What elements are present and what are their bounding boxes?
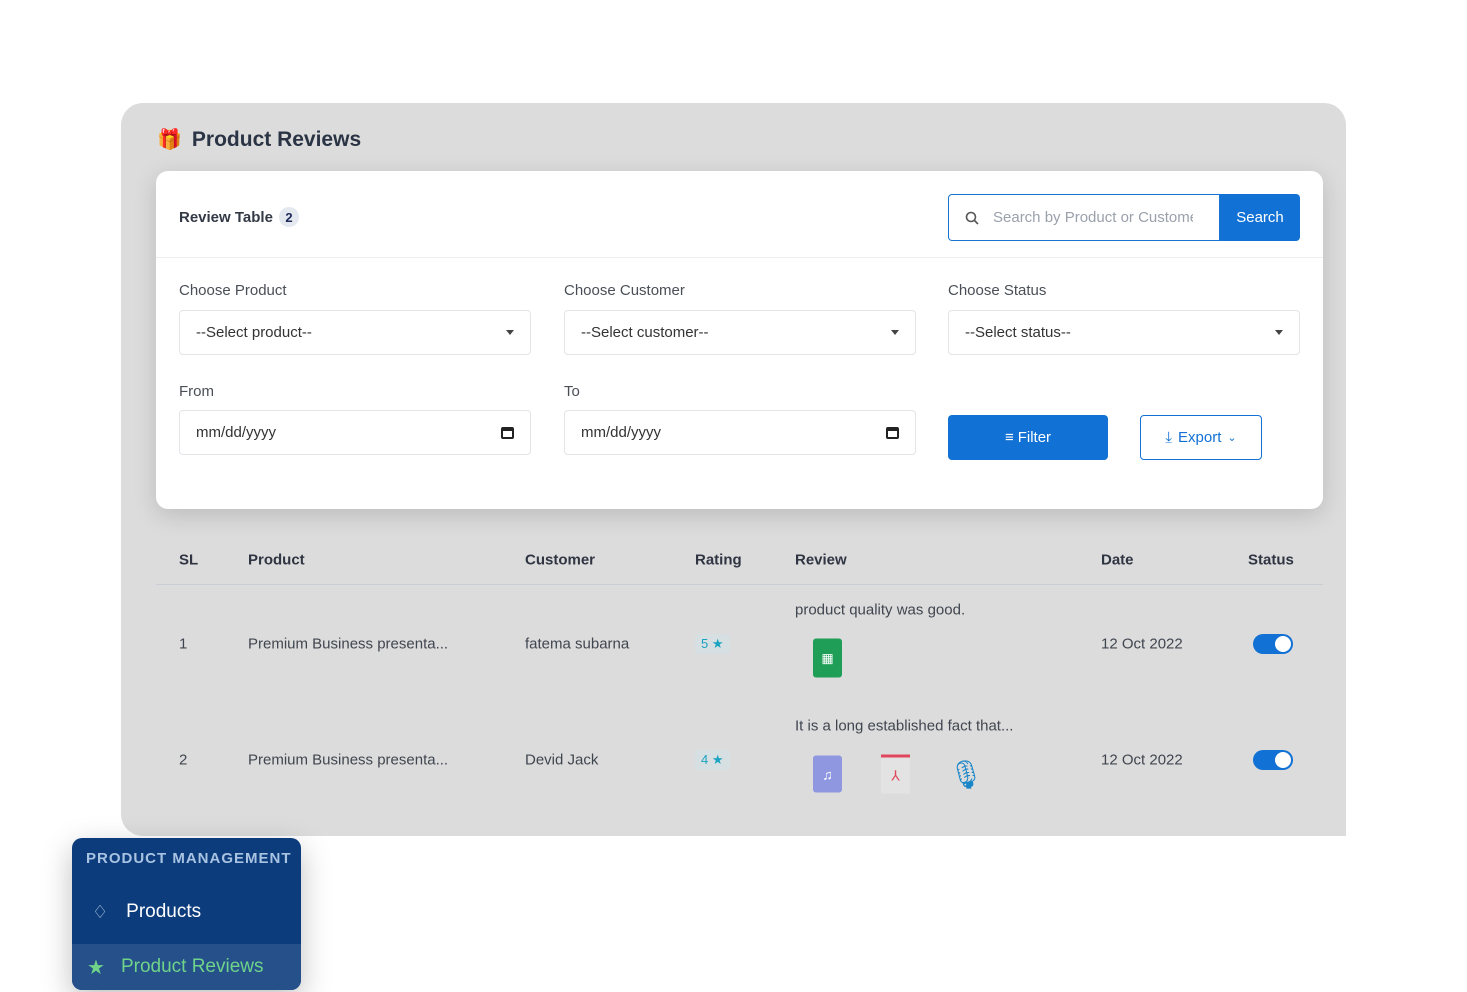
- to-date-input[interactable]: mm/dd/yyyy: [564, 410, 916, 455]
- diamond-icon: ♢: [92, 901, 109, 922]
- filter-button[interactable]: ≡ Filter: [948, 415, 1108, 460]
- download-icon: ⤓: [1165, 429, 1173, 446]
- calendar-icon[interactable]: [501, 426, 514, 439]
- caret-down-icon: [506, 330, 514, 335]
- table-header: SL Product Customer Rating Review Date S…: [156, 535, 1323, 585]
- table-row: 1 Premium Business presenta... fatema su…: [156, 586, 1323, 702]
- status-label: Choose Status: [948, 282, 1047, 299]
- customer-label: Choose Customer: [564, 282, 685, 299]
- product-label: Choose Product: [179, 282, 287, 299]
- podcast-mic-icon[interactable]: 🎙: [948, 758, 984, 790]
- caret-down-icon: [1275, 330, 1283, 335]
- search-icon: [965, 211, 979, 225]
- status-toggle[interactable]: [1253, 750, 1293, 770]
- calendar-icon[interactable]: [886, 426, 899, 439]
- main-panel: 🎁 Product Reviews Review Table 2 Search b…: [121, 103, 1346, 836]
- customer-select[interactable]: --Select customer--: [564, 310, 916, 355]
- status-select[interactable]: --Select status--: [948, 310, 1300, 355]
- rating-badge: 4 ★: [695, 750, 730, 770]
- to-label: To: [564, 383, 580, 400]
- status-toggle[interactable]: [1253, 634, 1293, 654]
- page-title: 🎁 Product Reviews: [157, 127, 362, 152]
- filter-card: Review Table 2 Search by Product or Custo…: [156, 171, 1323, 509]
- sidebar-menu: PRODUCT MANAGEMENT ♢ Products ★ Product …: [72, 838, 301, 990]
- chevron-down-icon: ⌄: [1227, 432, 1237, 444]
- sidebar-item-products[interactable]: ♢ Products: [92, 901, 202, 922]
- gift-icon: 🎁: [157, 129, 182, 151]
- rating-badge: 5 ★: [695, 634, 730, 654]
- search-input[interactable]: Search by Product or Customer: [948, 194, 1220, 241]
- pdf-file-icon[interactable]: ⅄: [881, 754, 910, 794]
- search-bar: Search by Product or Customer Search: [948, 194, 1300, 241]
- search-button[interactable]: Search: [1220, 194, 1300, 241]
- from-label: From: [179, 383, 214, 400]
- export-button[interactable]: ⤓ Export ⌄: [1140, 415, 1262, 460]
- table-title: Review Table: [179, 208, 273, 226]
- sidebar-heading: PRODUCT MANAGEMENT: [86, 850, 292, 867]
- mp3-file-icon[interactable]: ♫: [813, 755, 842, 793]
- star-icon: ★: [87, 956, 105, 979]
- table-row: 2 Premium Business presenta... Devid Jac…: [156, 702, 1323, 818]
- caret-down-icon: [891, 330, 899, 335]
- sidebar-item-product-reviews[interactable]: ★ Product Reviews: [72, 944, 301, 990]
- spreadsheet-icon[interactable]: ▦: [813, 638, 842, 678]
- product-select[interactable]: --Select product--: [179, 310, 531, 355]
- filter-icon: ≡: [1004, 429, 1014, 446]
- from-date-input[interactable]: mm/dd/yyyy: [179, 410, 531, 455]
- count-badge: 2: [278, 207, 299, 227]
